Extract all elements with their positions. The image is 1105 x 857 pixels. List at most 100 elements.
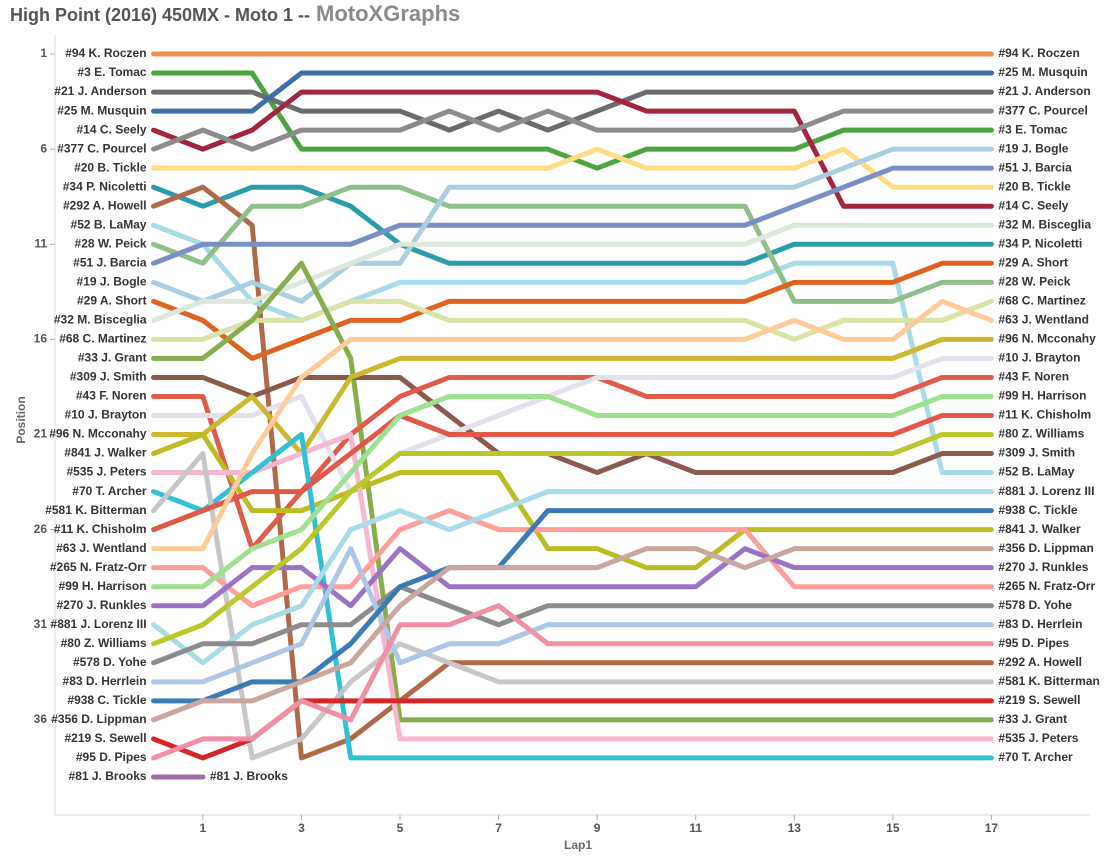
y-tick-label: 1: [40, 46, 47, 60]
right-label: #52 B. LaMay: [998, 465, 1074, 479]
rider-line: [151, 432, 994, 742]
left-label: #265 N. Fratz-Orr: [50, 560, 147, 574]
right-label: #938 C. Tickle: [998, 503, 1077, 517]
left-label: #581 K. Bitterman: [45, 503, 146, 517]
left-label: #33 J. Grant: [78, 351, 147, 365]
left-label: #96 N. Mcconahy: [49, 427, 147, 441]
x-tick-label: 15: [886, 821, 900, 835]
left-label: #95 D. Pipes: [76, 750, 147, 764]
rider-line: [151, 222, 994, 476]
y-axis-label-group: Position: [14, 396, 28, 443]
right-label: #841 J. Walker: [998, 522, 1081, 536]
left-label: #43 F. Noren: [76, 389, 147, 403]
left-label: #99 H. Harrison: [59, 579, 147, 593]
rider-line: [151, 336, 994, 457]
right-label: #377 C. Pourcel: [998, 103, 1087, 117]
rider-line: [151, 508, 994, 609]
right-label: #578 D. Yohe: [998, 598, 1072, 612]
right-label: #80 Z. Williams: [998, 427, 1084, 441]
right-label: #96 N. Mcconahy: [998, 332, 1096, 346]
rider-line: [151, 146, 994, 304]
left-label: #51 J. Barcia: [73, 255, 147, 269]
left-label: #377 C. Pourcel: [57, 141, 146, 155]
right-label: #33 J. Grant: [998, 712, 1067, 726]
right-label: #70 T. Archer: [998, 750, 1073, 764]
left-label: #841 J. Walker: [64, 446, 147, 460]
rider-line: [151, 603, 994, 761]
rider-line: [151, 108, 994, 152]
rider-line: [151, 184, 994, 761]
rider-line: [151, 260, 994, 361]
rider-line: [151, 355, 994, 495]
right-label: #32 M. Bisceglia: [998, 217, 1091, 231]
x-tick-label: 1: [200, 821, 207, 835]
rider-line: [151, 222, 994, 323]
rider-line: [151, 184, 994, 266]
x-tick-label: 17: [985, 821, 999, 835]
left-label: #63 J. Wentland: [56, 541, 146, 555]
rider-line: [151, 393, 994, 590]
y-axis-label: Position: [14, 396, 28, 443]
left-label: #219 S. Sewell: [65, 731, 147, 745]
left-label: #32 M. Bisceglia: [54, 313, 147, 327]
rider-line: [151, 374, 994, 476]
right-label: #881 J. Lorenz III: [998, 484, 1094, 498]
rider-line: [151, 584, 994, 666]
left-label: #28 W. Peick: [75, 236, 147, 250]
left-label: #81 J. Brooks: [69, 769, 147, 783]
right-label: #356 D. Lippman: [998, 541, 1093, 555]
right-label: #11 K. Chisholm: [998, 408, 1091, 422]
left-label: #52 B. LaMay: [71, 217, 147, 231]
rider-line: [151, 432, 994, 571]
left-label: #70 T. Archer: [72, 484, 147, 498]
rider-line: [151, 546, 994, 723]
left-label: #309 J. Smith: [70, 370, 147, 384]
rider-line: [151, 489, 994, 666]
left-label: #270 J. Runkles: [57, 598, 147, 612]
y-tick-label: 6: [40, 141, 47, 155]
rider-line: [151, 546, 994, 609]
x-tick-label: 3: [298, 821, 305, 835]
left-label: #29 A. Short: [77, 294, 147, 308]
right-label: #68 C. Martinez: [998, 294, 1085, 308]
right-label: #95 D. Pipes: [998, 636, 1069, 650]
x-tick-label: 7: [495, 821, 502, 835]
rider-line: [151, 165, 994, 266]
rider-line: [151, 432, 994, 761]
right-label: #94 K. Roczen: [998, 46, 1079, 60]
rider-line: [151, 298, 994, 552]
left-label: #34 P. Nicoletti: [63, 179, 147, 193]
right-label: #21 J. Anderson: [998, 84, 1090, 98]
left-label: #21 J. Anderson: [54, 84, 146, 98]
right-label: #270 J. Runkles: [998, 560, 1088, 574]
right-label: #81 J. Brooks: [210, 769, 288, 783]
right-label: #20 B. Tickle: [998, 179, 1071, 193]
rider-line: [151, 374, 994, 552]
rider-line: [151, 89, 994, 209]
x-axis-label: Lap1: [564, 838, 592, 852]
right-label: #309 J. Smith: [998, 446, 1075, 460]
left-label: #10 J. Brayton: [65, 408, 147, 422]
rider-line: [151, 146, 994, 190]
left-label: #19 J. Bogle: [77, 274, 147, 288]
left-label: #14 C. Seely: [77, 122, 147, 136]
right-label: #51 J. Barcia: [998, 160, 1072, 174]
y-tick-label: 31: [34, 617, 48, 631]
right-label: #265 N. Fratz-Orr: [998, 579, 1095, 593]
x-tick-label: 13: [788, 821, 802, 835]
right-label: #10 J. Brayton: [998, 351, 1080, 365]
left-label: #356 D. Lippman: [51, 712, 146, 726]
rider-line: [151, 260, 994, 723]
right-label: #581 K. Bitterman: [998, 674, 1099, 688]
right-label: #25 M. Musquin: [998, 65, 1087, 79]
right-label: #34 P. Nicoletti: [998, 236, 1082, 250]
right-label: #292 A. Howell: [998, 655, 1082, 669]
y-tick-label: 11: [34, 236, 47, 250]
left-label: #578 D. Yohe: [73, 655, 147, 669]
x-tick-label: 9: [594, 821, 601, 835]
left-label: #11 K. Chisholm: [54, 522, 147, 536]
left-label: #94 K. Roczen: [65, 46, 146, 60]
rider-line: [151, 70, 994, 114]
x-tick-label: 11: [689, 821, 702, 835]
